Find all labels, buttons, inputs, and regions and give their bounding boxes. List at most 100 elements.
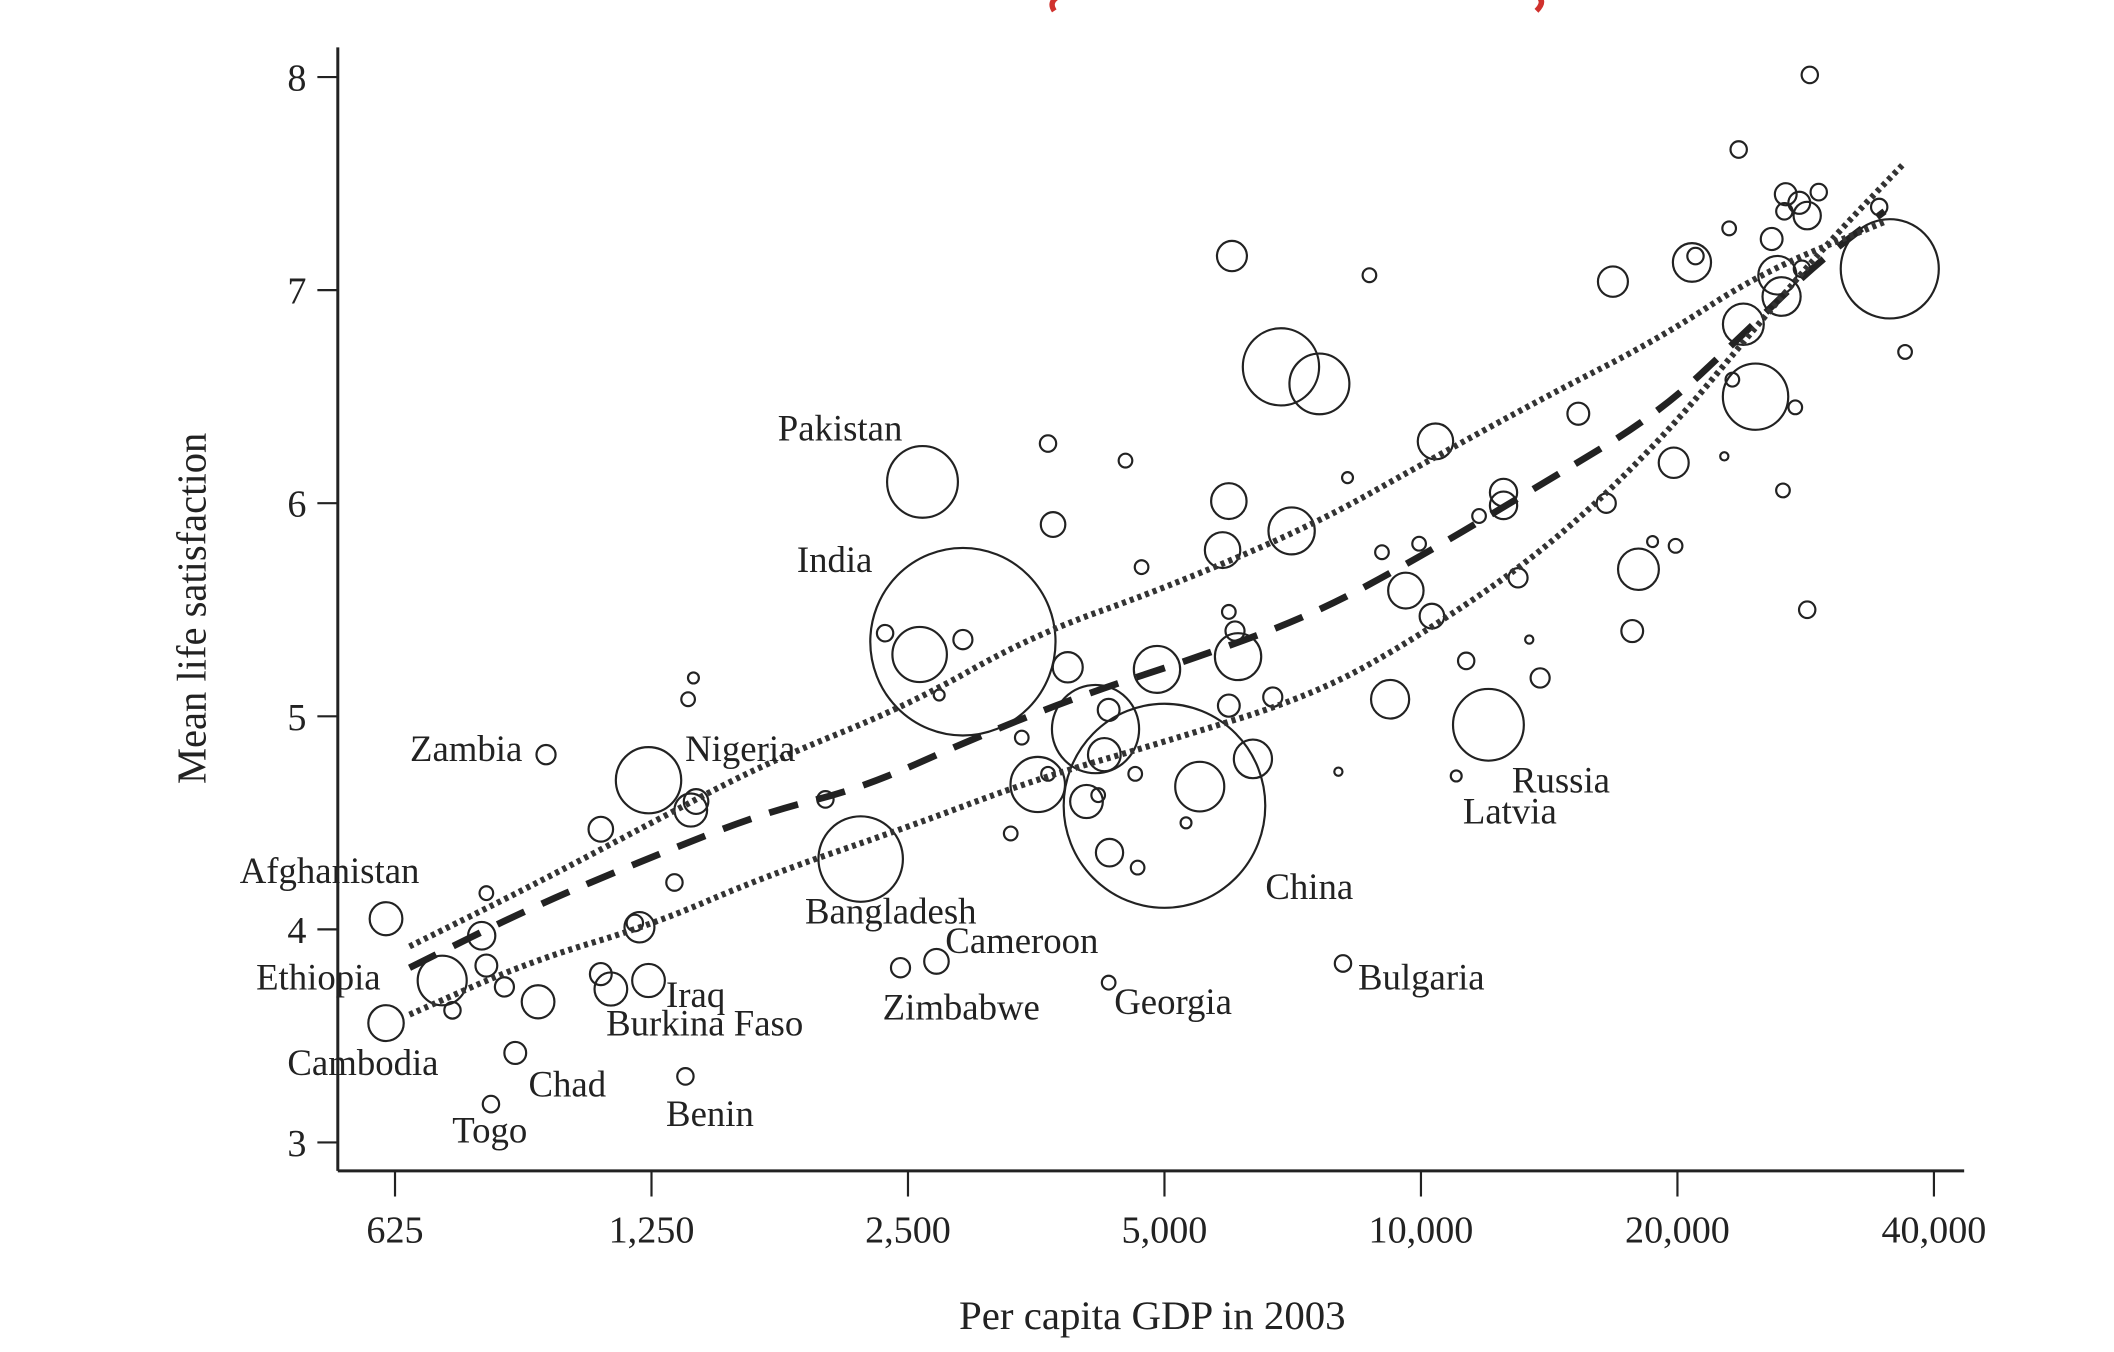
title-fragment-left-paren <box>1049 0 1058 13</box>
bubble <box>493 976 516 998</box>
country-label: Zimbabwe <box>883 987 1040 1028</box>
bubble-afghanistan <box>478 885 495 902</box>
bubble <box>1759 226 1784 252</box>
bubble <box>1616 547 1660 592</box>
bubble <box>1127 765 1144 782</box>
country-label: Latvia <box>1463 790 1557 831</box>
bubble <box>1039 511 1067 539</box>
x-tick-label: 2,500 <box>865 1210 951 1252</box>
bubble <box>1203 531 1242 570</box>
bubble <box>1374 544 1390 561</box>
bubble <box>1667 537 1684 554</box>
y-tick-label: 3 <box>287 1123 306 1165</box>
bubble <box>665 873 684 892</box>
bubble <box>1387 571 1425 610</box>
bubble <box>588 961 613 987</box>
bubble <box>1792 200 1822 231</box>
bubble <box>368 901 404 937</box>
bubble <box>1267 506 1316 556</box>
bubble-iraq <box>631 962 666 999</box>
bubble-zambia <box>535 743 557 766</box>
bubble <box>682 788 710 816</box>
bubble <box>932 688 946 702</box>
country-label: India <box>797 539 873 580</box>
bubble <box>1787 399 1804 416</box>
bubble <box>1094 837 1125 868</box>
bubble <box>1051 651 1084 684</box>
bubble <box>1719 451 1730 462</box>
country-labels-layer: Pakistan India Zambia Nigeria Afghanistan Eth… <box>240 408 1610 1151</box>
bubble <box>686 671 700 685</box>
x-axis: 625 1,250 2,500 5,000 10,000 20,000 40,000 Per… <box>337 1169 1987 1338</box>
title-fragment-right-paren <box>1534 0 1545 13</box>
bubble <box>1050 683 1141 775</box>
bubble <box>1117 452 1134 469</box>
bubble-georgia <box>1100 974 1117 991</box>
bubble <box>443 1000 462 1020</box>
bubble <box>1721 220 1738 237</box>
bubble <box>1471 508 1487 524</box>
x-tick-label: 625 <box>366 1210 423 1252</box>
country-label: Pakistan <box>778 408 903 449</box>
x-tick-label: 40,000 <box>1882 1210 1987 1252</box>
bubble <box>1529 667 1551 689</box>
bubble <box>1361 267 1378 284</box>
bubble <box>952 628 974 651</box>
bubble <box>1416 422 1455 461</box>
bubble <box>1797 600 1817 620</box>
bubble <box>1488 490 1519 521</box>
bubble <box>1129 859 1146 876</box>
bubble-cambodia <box>367 1004 405 1043</box>
bubble <box>1241 327 1321 407</box>
bubble <box>1179 816 1193 830</box>
bubble <box>1456 651 1476 671</box>
bubble <box>1333 766 1344 777</box>
bubble <box>1411 535 1428 552</box>
bubble <box>1721 302 1765 346</box>
country-label: Russia <box>1512 759 1610 800</box>
bubble <box>1620 618 1645 644</box>
y-tick-label: 8 <box>287 58 306 100</box>
bubble <box>1002 825 1019 842</box>
country-label: Georgia <box>1114 981 1232 1022</box>
bubble-latvia <box>1449 769 1463 783</box>
x-tick-label: 1,250 <box>609 1210 695 1252</box>
bubble <box>680 691 697 708</box>
y-tick-label: 6 <box>287 484 306 526</box>
bubble-pakistan <box>885 444 960 519</box>
x-tick-label: 10,000 <box>1369 1210 1474 1252</box>
y-tick-label: 5 <box>287 697 306 739</box>
bubble <box>1671 242 1713 283</box>
bubble-chad <box>503 1040 528 1066</box>
bubble-russia <box>1451 687 1525 762</box>
bubble-ethiopia <box>416 954 468 1007</box>
bubble <box>1340 471 1355 485</box>
y-axis-title: Mean life satisfaction <box>170 433 215 784</box>
bubble <box>1220 603 1237 620</box>
bubble-bulgaria <box>1333 954 1353 973</box>
bubble <box>1174 760 1226 813</box>
country-label: Bangladesh <box>805 891 977 932</box>
country-label: Cameroon <box>945 920 1098 961</box>
bubble <box>1775 482 1791 499</box>
bubble-benin <box>676 1067 695 1086</box>
bubble-zimbabwe <box>889 956 912 979</box>
country-label: Burkina Faso <box>606 1003 803 1044</box>
bubble-layer <box>367 65 1940 1114</box>
bubble <box>1038 434 1058 453</box>
bubble <box>1132 644 1182 694</box>
bubble <box>1839 218 1940 320</box>
bubble <box>1524 634 1535 645</box>
bubble <box>1773 182 1798 207</box>
bubble <box>875 623 895 643</box>
confidence-band-line <box>408 219 1886 950</box>
bubble <box>1210 482 1248 521</box>
bubble <box>1086 737 1122 773</box>
country-label: China <box>1265 866 1353 907</box>
x-tick-label: 20,000 <box>1625 1210 1730 1252</box>
country-label: Cambodia <box>287 1042 438 1083</box>
bubble <box>520 984 556 1020</box>
country-label: Chad <box>529 1064 607 1105</box>
country-label: Zambia <box>410 728 522 769</box>
